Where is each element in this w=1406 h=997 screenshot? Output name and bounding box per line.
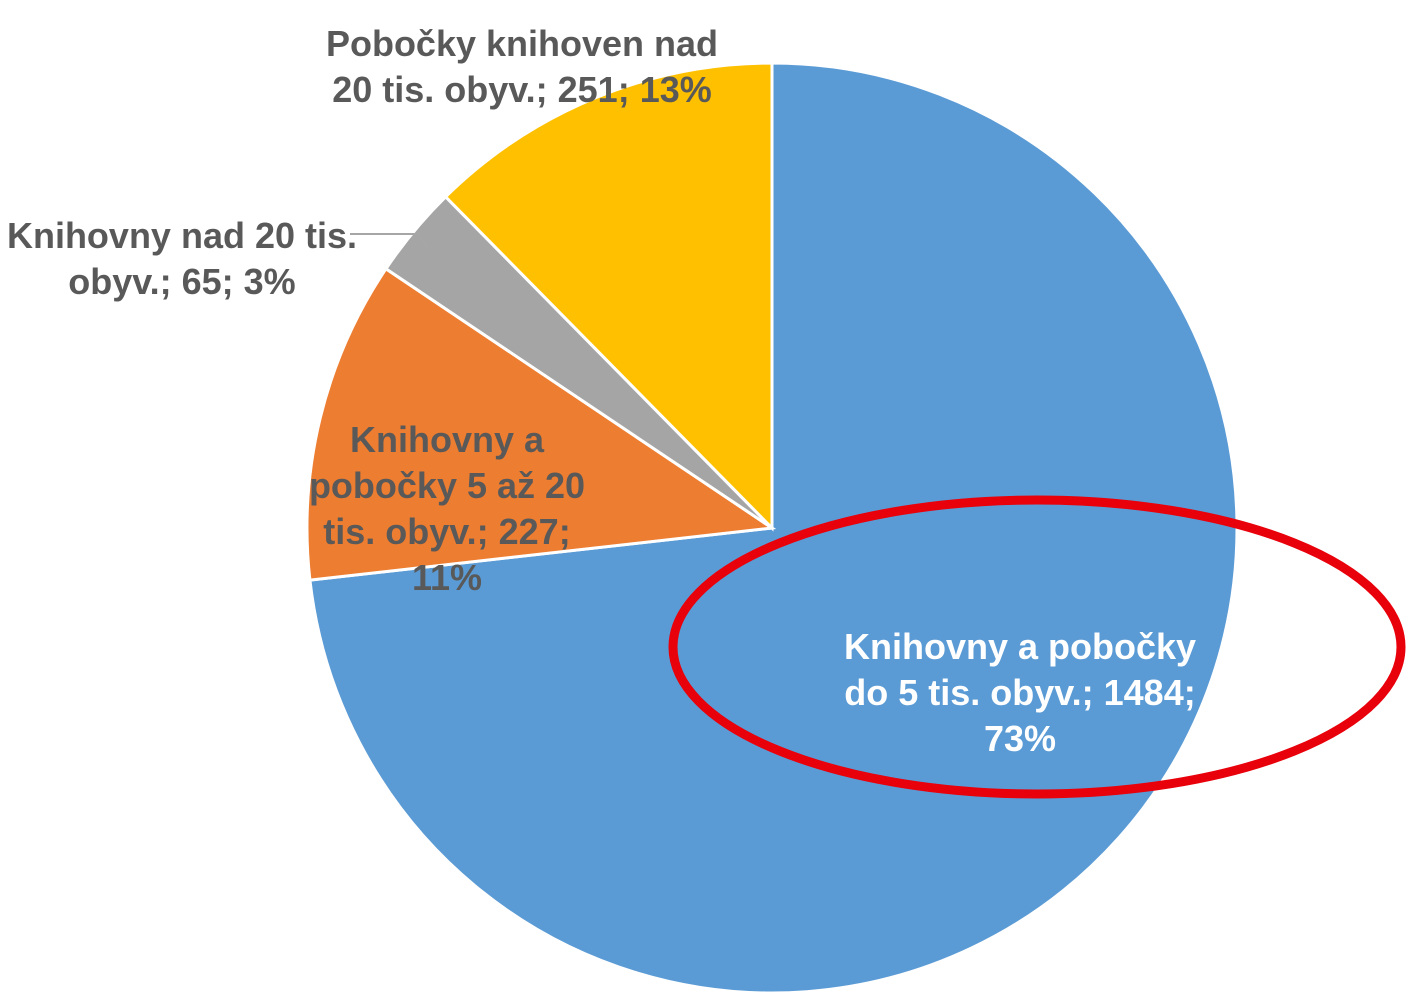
pie-slice-pobocky-knihoven-nad-20-tis-obyv [443,61,774,532]
data-label-knihovny-a-pobocky-5-az-20-tis-obyv: Knihovny a pobočky 5 až 20 tis. obyv.; 227… [309,419,585,598]
data-label-line: Knihovny a pobočky [844,626,1196,667]
data-label-line: do 5 tis. obyv.; 1484; [844,672,1195,713]
data-label-line: Knihovny a [350,419,545,460]
data-label-line: 73% [984,718,1056,759]
pie-slice-knihovny-a-pobocky-5-az-20-tis-obyv [305,266,777,582]
data-label-pobocky-knihoven-nad-20-tis-obyv: Pobočky knihoven nad 20 tis. obyv.; 251; … [326,23,718,110]
data-label-line: Knihovny nad 20 tis. [7,215,357,256]
leader-lines [350,233,429,249]
data-label-line: obyv.; 65; 3% [68,261,295,302]
data-label-knihovny-nad-20-tis-obyv: Knihovny nad 20 tis. obyv.; 65; 3% [7,215,357,302]
leader-line-knihovny-nad-20-tis-obyv [350,233,429,249]
data-labels: Knihovny a pobočky do 5 tis. obyv.; 1484;… [7,23,1196,759]
data-label-line: 11% [412,557,482,598]
data-label-line: pobočky 5 až 20 [309,465,585,506]
data-label-knihovny-a-pobocky-do-5-tis-obyv: Knihovny a pobočky do 5 tis. obyv.; 1484;… [844,626,1196,759]
highlight-layer [668,495,1406,799]
data-label-line: Pobočky knihoven nad [326,23,718,64]
pie-slices [305,61,1239,995]
data-label-line: tis. obyv.; 227; [323,511,570,552]
highlight-ellipse [668,495,1406,799]
data-label-line: 20 tis. obyv.; 251; 13% [332,69,712,110]
